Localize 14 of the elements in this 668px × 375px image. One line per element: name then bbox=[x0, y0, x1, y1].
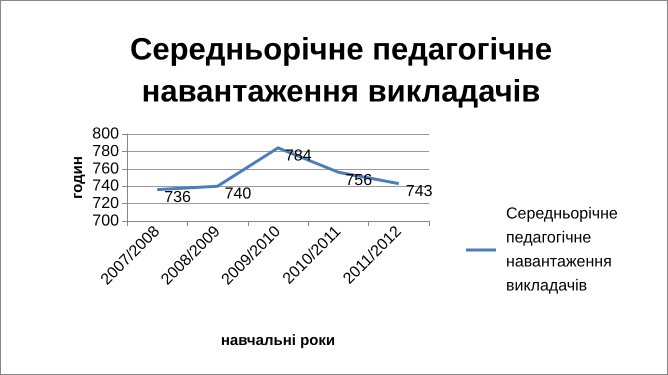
y-tick-label: 780 bbox=[92, 142, 120, 160]
chart-title: Середньорічне педагогічне навантаження викладачів bbox=[130, 32, 552, 108]
y-axis-title: годин bbox=[69, 156, 86, 199]
x-axis-title: навчальні роки bbox=[220, 332, 336, 349]
y-tick-label: 760 bbox=[92, 160, 120, 178]
data-label: 736 bbox=[164, 189, 191, 206]
y-tick-label: 720 bbox=[92, 195, 120, 212]
data-label: 743 bbox=[406, 183, 433, 200]
y-tick-label: 800 bbox=[92, 126, 120, 142]
y-tick-label: 700 bbox=[92, 212, 120, 230]
data-label: 740 bbox=[224, 186, 252, 203]
legend-label: Середньорічне педагогічне навантаження викладачів bbox=[506, 206, 618, 294]
y-tick-label: 740 bbox=[92, 178, 120, 195]
data-label: 756 bbox=[345, 172, 372, 189]
